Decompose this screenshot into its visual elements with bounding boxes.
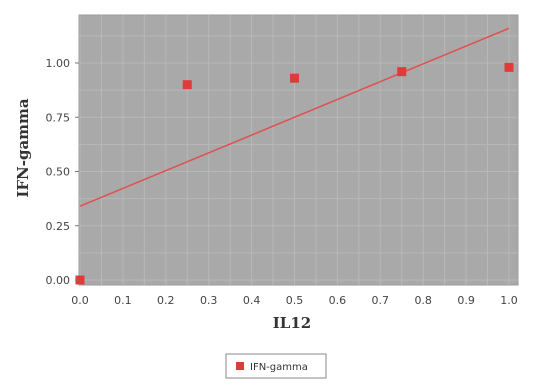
x-tick-label: 0.0 [71,294,89,307]
x-tick-label: 0.4 [243,294,261,307]
legend-marker [236,362,244,370]
trendline-group [79,27,510,207]
y-tick-label: 0.50 [46,166,71,179]
x-tick-label: 0.3 [200,294,218,307]
x-tick-label: 0.9 [457,294,475,307]
data-point [504,62,514,72]
data-point [397,67,407,77]
y-tick-label: 0.75 [46,111,71,124]
x-tick-label: 0.8 [414,294,432,307]
x-tick-label: 0.1 [114,294,132,307]
data-points [75,62,514,285]
y-tick-label: 0.25 [46,220,71,233]
data-point [75,275,85,285]
gridlines [79,15,518,285]
trendline [79,27,510,207]
x-tick-label: 0.6 [329,294,347,307]
legend: IFN-gamma [225,353,327,379]
y-tick-labels: 0.00 0.25 0.50 0.75 1.00 [46,57,79,287]
x-axis-title: IL12 [273,314,311,332]
x-tick-label: 0.7 [372,294,390,307]
data-point [182,80,192,90]
data-point [290,73,299,83]
y-axis-title: IFN-gamma [14,98,32,198]
y-tick-label: 0.00 [46,274,71,287]
x-tick-labels: 0.0 0.1 0.2 0.3 0.4 0.5 0.6 0.7 0.8 0.9 1.0 [71,294,518,307]
x-tick-label: 0.2 [157,294,175,307]
x-tick-label: 1.0 [500,294,518,307]
legend-label: IFN-gamma [250,362,308,373]
y-tick-label: 1.00 [46,57,71,70]
x-tick-label: 0.5 [286,294,304,307]
